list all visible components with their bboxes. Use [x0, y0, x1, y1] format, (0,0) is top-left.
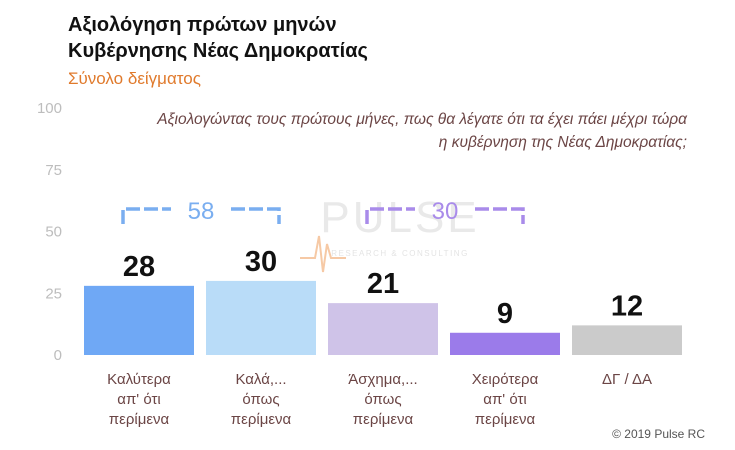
group-total-label: 30: [432, 198, 459, 225]
survey-question-line-2: η κυβέρνηση της Νέας Δημοκρατίας;: [438, 134, 687, 151]
x-category-label-line: περίμενα: [474, 411, 536, 428]
bar: [84, 285, 194, 355]
copyright-text: © 2019 Pulse RC: [612, 427, 705, 441]
x-category-label-line: απ' ότι: [483, 391, 527, 408]
x-category-label: Άσχημα,... όπως περίμενα: [323, 370, 443, 430]
x-category-label-line: περίμενα: [352, 411, 414, 428]
bar-value-label: 12: [611, 290, 643, 322]
group-total-label: 58: [188, 198, 215, 225]
bar-value-label: 28: [123, 251, 155, 283]
x-category-label-line: περίμενα: [230, 411, 292, 428]
chart-title: Αξιολόγηση πρώτων μηνών Κυβέρνησης Νέας …: [68, 12, 368, 64]
chart-subtitle: Σύνολο δείγματος: [68, 69, 201, 88]
bar-value-label: 21: [367, 268, 399, 300]
watermark-pulse-icon: [300, 235, 346, 273]
watermark-text: PULSE: [320, 193, 479, 242]
bar-value-label: 9: [497, 298, 513, 330]
y-tick-label: 25: [45, 285, 62, 302]
bar: [328, 303, 438, 355]
watermark-subtext: RESEARCH & CONSULTING: [331, 249, 469, 258]
x-category-label-line: Καλύτερα: [107, 371, 171, 388]
chart-title-line-1: Αξιολόγηση πρώτων μηνών: [68, 14, 337, 36]
x-category-label: Καλύτερα απ' ότι περίμενα: [79, 370, 199, 430]
x-category-label-line: όπως: [242, 391, 280, 408]
x-category-label-line: απ' ότι: [117, 391, 161, 408]
x-category-label: Καλά,... όπως περίμενα: [201, 370, 321, 430]
x-category-label-line: Καλά,...: [235, 371, 287, 388]
x-category-label: Χειρότερα απ' ότι περίμενα: [445, 370, 565, 430]
survey-question-line-1: Αξιολογώντας τους πρώτους μήνες, πως θα …: [157, 111, 687, 128]
x-category-label-line: Άσχημα,...: [348, 371, 418, 388]
chart-title-line-2: Κυβέρνησης Νέας Δημοκρατίας: [68, 40, 368, 62]
survey-question: Αξιολογώντας τους πρώτους μήνες, πως θα …: [67, 108, 687, 154]
x-category-label-line: όπως: [364, 391, 402, 408]
bar: [206, 280, 316, 355]
bar: [572, 325, 682, 355]
x-category-label-line: Χειρότερα: [471, 371, 539, 388]
group-bracket: [365, 207, 525, 224]
y-tick-label: 0: [54, 347, 62, 364]
group-bracket: [121, 207, 281, 224]
bar: [450, 332, 560, 355]
bar-value-label: 30: [245, 246, 277, 278]
y-tick-label: 100: [37, 100, 62, 117]
y-tick-label: 50: [45, 224, 62, 241]
x-category-label-line: περίμενα: [108, 411, 170, 428]
y-tick-label: 75: [45, 162, 62, 179]
x-category-label: ΔΓ / ΔΑ: [567, 370, 687, 390]
x-category-label-line: ΔΓ / ΔΑ: [602, 371, 652, 388]
